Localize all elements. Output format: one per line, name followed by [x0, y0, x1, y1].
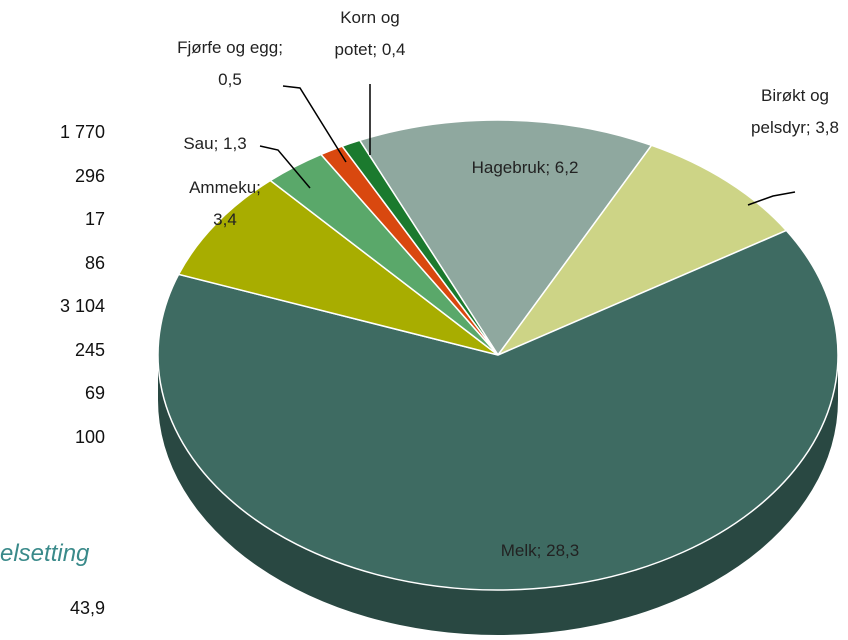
value-label: 6,2	[554, 158, 579, 177]
slice	[495, 144, 788, 357]
value-label: 3,8	[815, 118, 839, 137]
side-number: 17	[84, 209, 105, 229]
value-label: 1,3	[223, 134, 247, 153]
category: Ammeku	[189, 178, 257, 197]
value-label: 0,4	[381, 40, 406, 59]
category: Fjørfe og egg	[177, 38, 279, 57]
separator: ;	[805, 118, 816, 137]
slice	[358, 119, 653, 357]
data-label: Sau; 1,3	[150, 128, 280, 160]
category: Korn og potet	[334, 8, 400, 59]
data-label: Ammeku; 3,4	[175, 172, 275, 236]
category: Melk	[500, 541, 537, 560]
slice	[177, 179, 499, 356]
side-number: 69	[84, 383, 105, 403]
side-total: 43,9	[69, 598, 105, 618]
data-label: Korn og potet; 0,4	[318, 2, 422, 66]
separator: ;	[545, 158, 555, 177]
category: Sau	[183, 134, 214, 153]
data-label: Hagebruk; 6,2	[470, 152, 580, 184]
value-label: 28,3	[546, 541, 580, 560]
separator: ;	[213, 134, 224, 153]
side-number: 245	[74, 339, 105, 360]
value-label: 3,4	[213, 210, 237, 229]
value-label: 0,5	[218, 70, 242, 89]
side-number: 296	[74, 165, 105, 186]
category: Hagebruk	[471, 158, 546, 177]
separator: ;	[278, 38, 288, 57]
data-label: Melk; 28,3	[470, 535, 610, 567]
slice-side	[158, 355, 838, 635]
category: Birøkt og pelsdyr	[751, 86, 830, 137]
leader-line	[282, 85, 347, 163]
separator: ;	[256, 178, 266, 197]
side-number: 100	[74, 426, 105, 447]
side-number: 3 104	[59, 296, 105, 316]
side-number: 1 770	[59, 122, 105, 142]
slice	[157, 229, 839, 591]
leader-line	[259, 145, 311, 189]
slice	[340, 139, 499, 356]
side-heading: elsetting	[0, 540, 90, 567]
leader-line	[747, 191, 796, 206]
data-label: Birøkt og pelsdyr; 3,8	[750, 80, 840, 144]
separator: ;	[536, 541, 547, 560]
side-number: 86	[84, 252, 105, 273]
separator: ;	[372, 40, 382, 59]
data-label: Fjørfe og egg; 0,5	[175, 32, 285, 96]
